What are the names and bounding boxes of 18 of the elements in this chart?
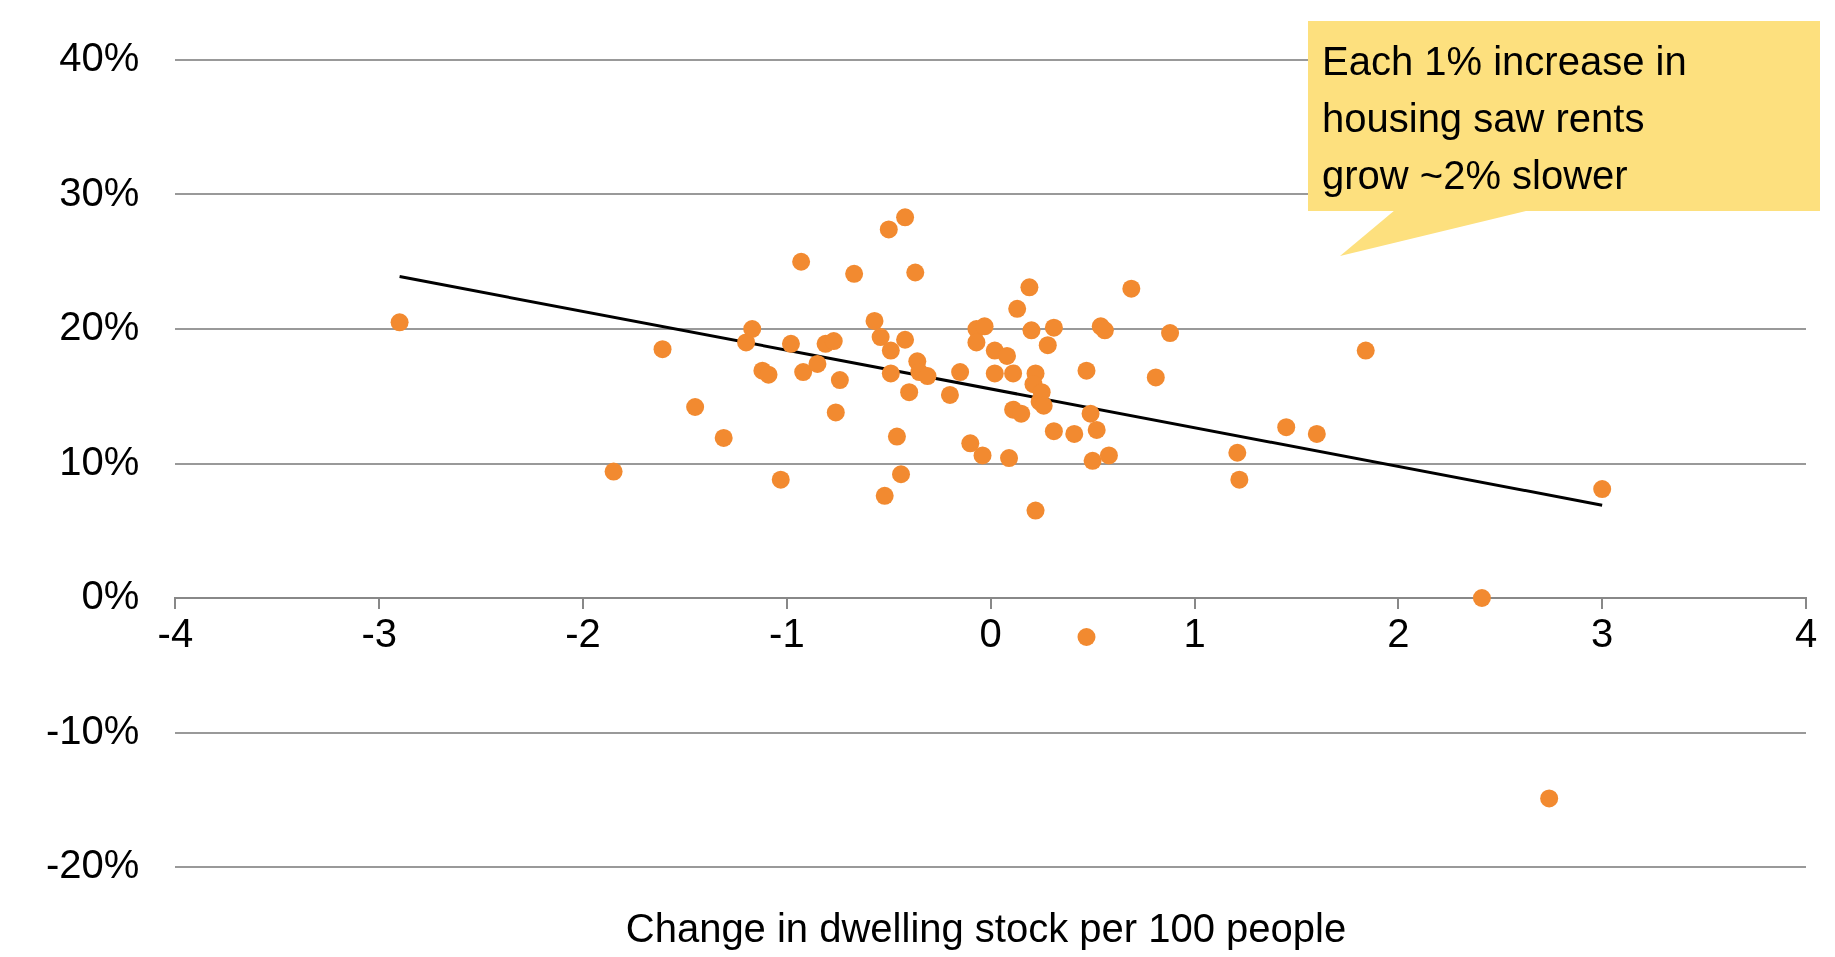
y-tick-label: -20% [45, 842, 140, 887]
x-tick-label: -3 [361, 611, 397, 656]
x-tick-label: 0 [979, 611, 1002, 656]
y-tick-label: 30% [59, 169, 140, 214]
x-tick-label: -1 [769, 611, 805, 656]
x-tick-label: 1 [1183, 611, 1206, 656]
y-tick-label: 20% [59, 304, 140, 349]
x-tick-label: 3 [1591, 611, 1614, 656]
annotation: Each 1% increase in housing saw rents grow ~2% slower [1322, 38, 1688, 199]
y-tick-label: 10% [59, 438, 140, 483]
y-tick-label: 0% [81, 573, 140, 618]
x-axis-title: Change in dwelling stock per 100 people [624, 906, 1348, 951]
x-tick-label: 4 [1794, 611, 1818, 656]
y-tick-label: 40% [59, 35, 140, 80]
x-tick-label: 2 [1387, 611, 1410, 656]
x-tick-label: -2 [565, 611, 601, 656]
y-tick-label: -10% [45, 707, 140, 752]
x-tick-label: -4 [157, 611, 194, 656]
